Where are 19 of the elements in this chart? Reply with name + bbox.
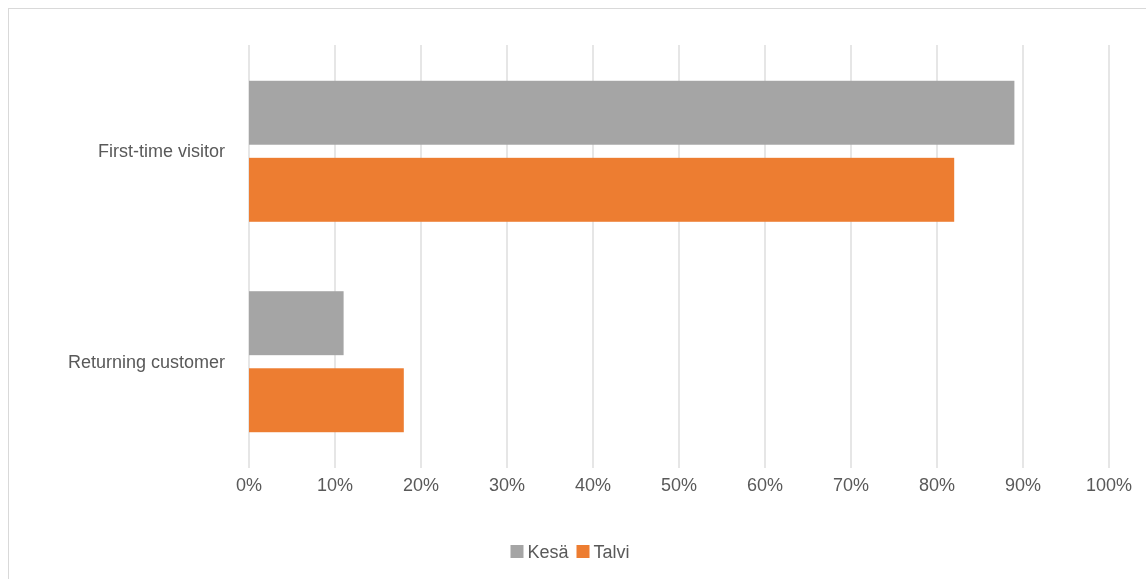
x-tick-label: 100% — [1085, 475, 1133, 495]
legend-label: Kesä — [527, 542, 570, 562]
bar — [249, 368, 404, 433]
x-tick-label: 20% — [402, 475, 440, 495]
bar — [249, 157, 955, 222]
x-tick-label: 10% — [316, 475, 354, 495]
x-tick-label: 70% — [832, 475, 870, 495]
x-tick-label: 30% — [488, 475, 526, 495]
x-tick-label: 80% — [918, 475, 956, 495]
bar — [249, 80, 1015, 145]
x-tick-label: 60% — [746, 475, 784, 495]
y-tick-label: Returning customer — [67, 351, 225, 372]
x-tick-label: 90% — [1004, 475, 1042, 495]
bar — [249, 291, 344, 356]
legend-label: Talvi — [593, 542, 630, 562]
x-tick-label: 50% — [660, 475, 698, 495]
x-tick-label: 40% — [574, 475, 612, 495]
x-tick-label: 0% — [235, 475, 263, 495]
y-tick-label: First-time visitor — [98, 141, 225, 162]
